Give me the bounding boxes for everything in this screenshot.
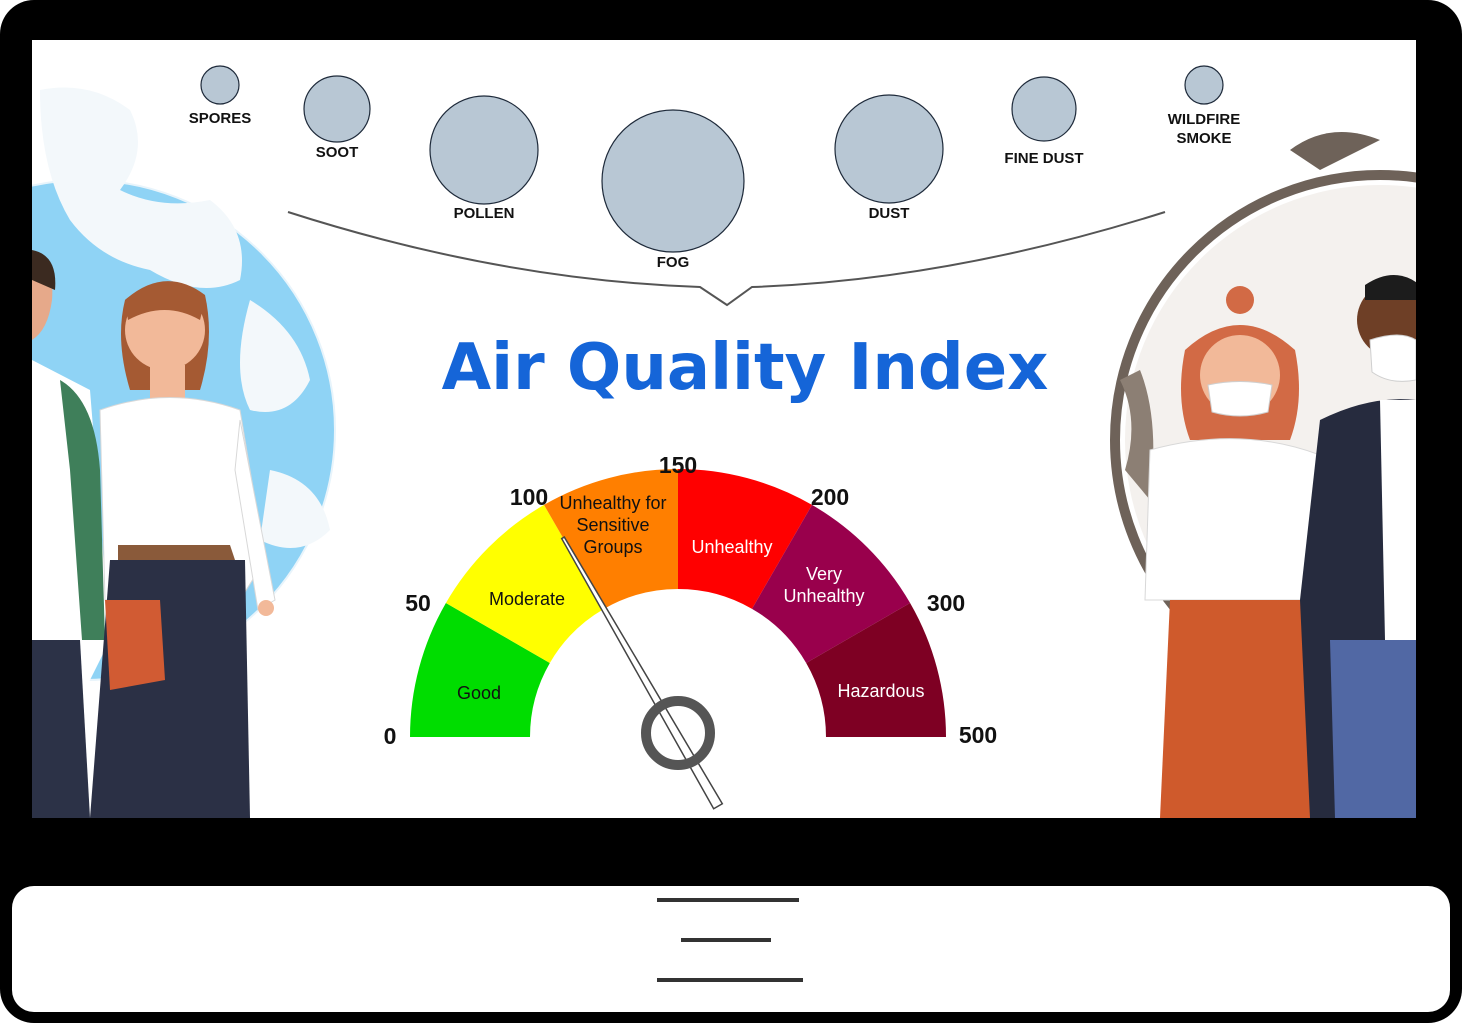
particles-row: SPORES SOOT POLLEN FOG DUST FINE DUST WILDFIRE… xyxy=(189,65,1241,271)
menu-lines-icon xyxy=(657,898,803,982)
gauge-band-label: Unhealthy xyxy=(691,537,772,557)
particles-brace xyxy=(287,211,1166,307)
gauge-band-hazardous xyxy=(806,603,946,737)
particle-label: SOOT xyxy=(316,144,359,161)
gauge-pivot-icon xyxy=(641,696,715,770)
particle-label: FOG xyxy=(657,254,690,271)
particle-pollen: POLLEN xyxy=(429,95,539,222)
left-people-illustration xyxy=(32,250,276,818)
particle-wildfire-smoke: WILDFIRE SMOKE xyxy=(1168,65,1241,147)
particle-circle-icon xyxy=(429,95,539,205)
page-title: Air Quality Index xyxy=(442,331,1049,405)
particle-label: SPORES xyxy=(189,110,252,127)
particle-circle-icon xyxy=(303,75,371,143)
gauge-band-label: Unhealthy for xyxy=(559,493,666,513)
particle-dust: DUST xyxy=(834,94,944,222)
particle-fine-dust: FINE DUST xyxy=(1004,76,1084,167)
gauge-band-label: Moderate xyxy=(489,589,565,609)
gauge-band-label: Hazardous xyxy=(837,681,924,701)
gauge-band-label: Good xyxy=(457,683,501,703)
particle-spores: SPORES xyxy=(189,65,252,127)
particle-soot: SOOT xyxy=(303,75,371,161)
particle-circle-icon xyxy=(1011,76,1077,142)
gauge-band-very-unhealthy xyxy=(752,504,911,663)
right-people-illustration xyxy=(1144,275,1416,818)
aqi-gauge: Good Moderate Unhealthy forSensitiveGroups… xyxy=(384,452,997,810)
gauge-band-unhealthy xyxy=(678,469,812,609)
particle-label: DUST xyxy=(869,205,910,222)
gauge-tick-label: 300 xyxy=(927,590,965,616)
gauge-tick-label: 0 xyxy=(384,723,397,749)
particle-circle-icon xyxy=(1184,65,1224,105)
particle-circle-icon xyxy=(200,65,240,105)
particle-fog: FOG xyxy=(601,109,745,271)
gauge-tick-label: 100 xyxy=(510,484,548,510)
gauge-tick-label: 500 xyxy=(959,722,997,748)
gauge-band-label: Groups xyxy=(583,537,642,557)
particle-circle-icon xyxy=(601,109,745,253)
particle-circle-icon xyxy=(834,94,944,204)
gauge-tick-label: 200 xyxy=(811,484,849,510)
particle-label: WILDFIRE xyxy=(1168,111,1241,128)
gauge-tick-label: 150 xyxy=(659,452,697,478)
gauge-band-unhealthy-for-sensitive-groups xyxy=(544,469,678,609)
particle-label: POLLEN xyxy=(454,205,515,222)
gauge-tick-label: 50 xyxy=(405,590,431,616)
particle-label: FINE DUST xyxy=(1004,150,1083,167)
gauge-needle xyxy=(560,536,724,810)
gauge-band-label: Unhealthy xyxy=(783,586,864,606)
particle-label: SMOKE xyxy=(1176,130,1231,147)
gauge-band-label: Very xyxy=(806,564,842,584)
gauge-band-label: Sensitive xyxy=(576,515,649,535)
gauge-band-good xyxy=(410,603,550,737)
